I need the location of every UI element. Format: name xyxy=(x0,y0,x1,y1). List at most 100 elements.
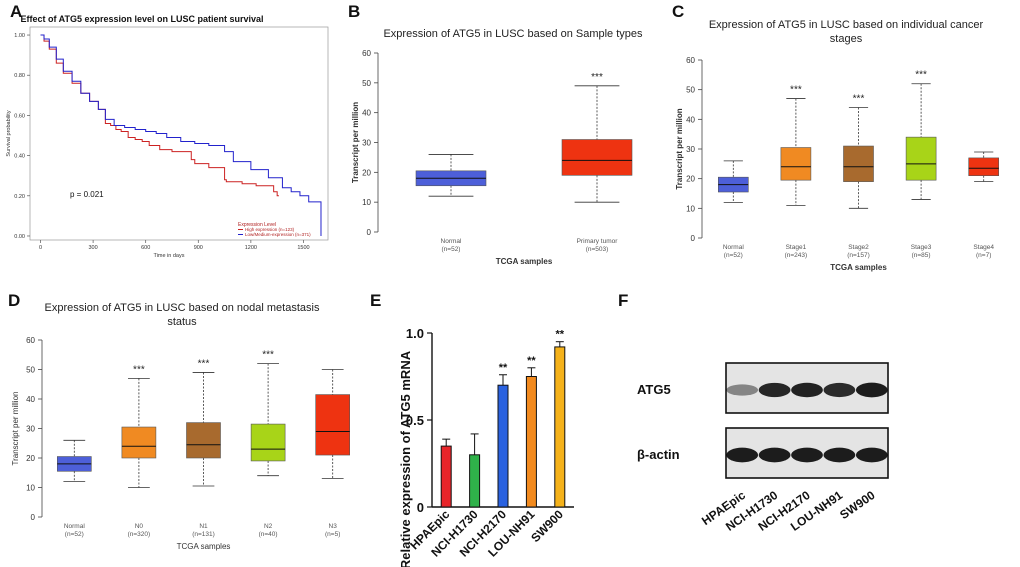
category-label: Normal xyxy=(441,238,463,245)
category-label: Stage2 xyxy=(848,244,869,251)
significance-marker: ** xyxy=(527,355,536,367)
chart-title: Effect of ATG5 expression level on LUSC … xyxy=(20,14,263,24)
chart-title: status xyxy=(167,316,197,328)
category-label: Stage4 xyxy=(973,244,994,251)
x-tick-label: 600 xyxy=(141,245,150,251)
y-tick-label: 10 xyxy=(362,198,371,207)
y-tick-label: 20 xyxy=(362,168,371,177)
chart-title: Expression of ATG5 in LUSC based on noda… xyxy=(45,302,320,314)
significance-marker: *** xyxy=(915,70,927,81)
category-label: Normal xyxy=(723,244,745,251)
significance-marker: *** xyxy=(853,93,865,104)
chart-title: Expression of ATG5 in LUSC based on indi… xyxy=(709,19,984,31)
y-tick-label: 40 xyxy=(686,115,695,124)
y-tick-label: 1.0 xyxy=(406,326,424,341)
box-n0 xyxy=(121,426,157,459)
blot-band xyxy=(823,447,856,463)
y-axis-label: Transcript per million xyxy=(11,392,20,466)
box-n3 xyxy=(315,394,351,456)
y-tick-label: 0.5 xyxy=(406,413,424,428)
y-tick-label: 0.80 xyxy=(14,73,25,79)
significance-marker: ** xyxy=(556,329,565,341)
panel-label-c: C xyxy=(672,2,685,21)
n-label: (n=503) xyxy=(586,246,609,253)
western-blot: ATG5β-actinHPAEpicNCI-H1730NCI-H2170LOU-… xyxy=(637,362,889,534)
n-label: (n=52) xyxy=(65,531,84,538)
category-label: Normal xyxy=(64,523,86,530)
y-tick-label: 60 xyxy=(26,336,35,345)
significance-marker: *** xyxy=(591,72,603,83)
x-tick-label: 0 xyxy=(39,245,42,251)
y-tick-label: 30 xyxy=(362,139,371,148)
box-stage4 xyxy=(968,157,1000,176)
significance-marker: *** xyxy=(133,364,145,375)
n-label: (n=243) xyxy=(785,252,808,259)
panel-e: E 0 0.5 1.0 Relative expression of ATG5 mRN… xyxy=(370,285,600,567)
blot-band xyxy=(823,382,856,398)
bar-sw900 xyxy=(554,346,566,508)
y-axis-label: Transcript per million xyxy=(675,108,684,189)
category-label: N0 xyxy=(135,523,144,530)
category-label: N3 xyxy=(329,523,338,530)
panel-label-f: F xyxy=(618,291,629,310)
legend-title: Expression Level xyxy=(238,222,276,228)
y-tick-label: 40 xyxy=(26,395,35,404)
n-label: (n=52) xyxy=(442,246,461,253)
y-tick-label: 20 xyxy=(26,454,35,463)
category-label: N2 xyxy=(264,523,273,530)
panel-a: A Effect of ATG5 expression level on LUS… xyxy=(0,0,340,265)
panel-label-b: B xyxy=(348,2,361,21)
significance-marker: ** xyxy=(499,362,508,374)
n-label: (n=52) xyxy=(724,252,743,259)
n-label: (n=131) xyxy=(192,531,215,538)
box-n2 xyxy=(250,423,286,462)
panel-c: C Expression of ATG5 in LUSC based on in… xyxy=(670,0,1020,285)
y-tick-label: 0.00 xyxy=(14,234,25,240)
bar-nci-h1730 xyxy=(469,454,481,508)
blot-row-label: ATG5 xyxy=(637,382,671,397)
y-tick-label: 0.20 xyxy=(14,194,25,200)
survival-chart: Effect of ATG5 expression level on LUSC … xyxy=(6,14,329,259)
n-label: (n=85) xyxy=(912,252,931,259)
chart-title: stages xyxy=(830,33,863,45)
blot-band xyxy=(791,382,823,398)
bar-hpaepic xyxy=(440,445,452,508)
blot-band xyxy=(726,384,759,396)
y-tick-label: 60 xyxy=(362,49,371,58)
blot-row-label: β-actin xyxy=(637,447,680,462)
panel-label-e: E xyxy=(370,291,382,310)
box-n1 xyxy=(186,422,221,459)
y-tick-label: 30 xyxy=(686,145,695,154)
x-axis-label: TCGA samples xyxy=(177,542,231,551)
plot-frame xyxy=(29,26,329,241)
box-stage1 xyxy=(780,147,812,181)
blot-band xyxy=(855,447,888,463)
x-axis-label: TCGA samples xyxy=(830,263,887,272)
y-axis-label: Transcript per million xyxy=(351,102,360,183)
y-axis-label: Survival probability xyxy=(6,110,12,156)
y-tick-label: 0 xyxy=(417,500,424,515)
legend-entry: Low/Medium-expression (n=371) xyxy=(245,232,311,237)
blot-band xyxy=(726,447,759,463)
blot-band xyxy=(758,447,791,463)
y-tick-label: 10 xyxy=(26,484,35,493)
box-primary-tumor xyxy=(561,139,633,176)
lane-label: SW900 xyxy=(837,488,878,522)
y-tick-label: 20 xyxy=(686,175,695,184)
bar-lou-nh91 xyxy=(525,376,537,508)
x-tick-label: 900 xyxy=(194,245,203,251)
n-label: (n=157) xyxy=(847,252,870,259)
panel-b: B Expression of ATG5 in LUSC based on Sa… xyxy=(340,0,670,280)
stage-boxplot: Expression of ATG5 in LUSC based on indi… xyxy=(675,19,1000,272)
legend-entry: High expression (n=123) xyxy=(245,227,295,232)
y-tick-label: 1.00 xyxy=(14,33,25,39)
panel-f: F ATG5 β-actin HPAEpic NCI-H1730 NCI-H2170 LO… xyxy=(600,285,1020,567)
n-label: (n=320) xyxy=(128,531,151,538)
x-axis-label: Time in days xyxy=(154,253,185,259)
y-tick-label: 0.60 xyxy=(14,113,25,119)
y-axis-label: Relative expression of ATG5 mRNA xyxy=(398,350,413,567)
survival-line-high xyxy=(40,34,279,197)
category-label: Stage1 xyxy=(786,244,807,251)
y-tick-label: 0 xyxy=(31,513,36,522)
